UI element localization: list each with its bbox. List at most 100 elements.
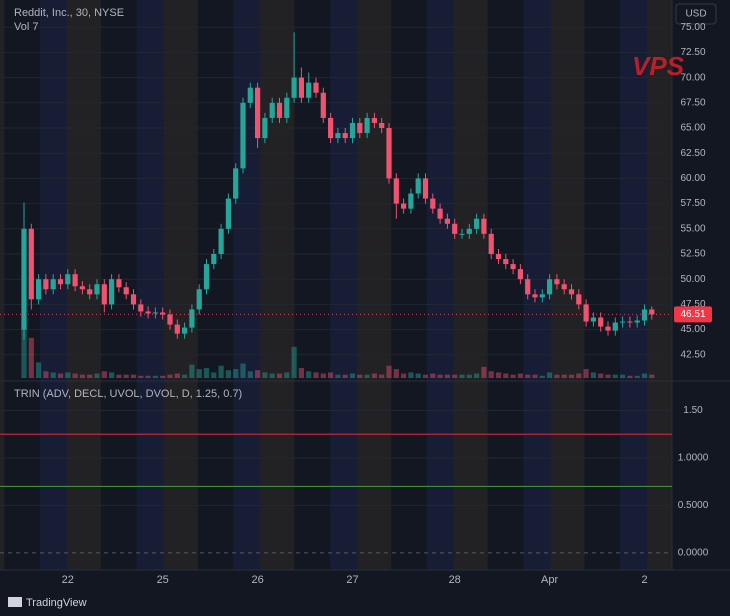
y-tick-label: 55.00	[680, 223, 705, 234]
currency-label[interactable]: USD	[685, 9, 706, 20]
y-tick-label: 0.5000	[678, 500, 709, 511]
plot-area	[0, 26, 672, 554]
volume-bar	[28, 337, 34, 378]
y-tick-label: 65.00	[680, 123, 705, 134]
x-tick-label: 25	[157, 574, 169, 586]
volume-bar	[408, 372, 414, 378]
volume-bar	[225, 370, 231, 378]
volume-bar	[517, 373, 523, 378]
volume-bar	[547, 372, 553, 378]
candle-body	[386, 128, 392, 179]
volume-bar	[620, 374, 626, 378]
y-tick-label: 67.50	[680, 97, 705, 108]
volume-bar	[116, 374, 122, 378]
candle-body	[554, 279, 560, 285]
x-tick-label: 26	[251, 574, 263, 586]
volume-bar	[495, 372, 502, 378]
volume-bar	[561, 374, 567, 378]
x-tick-label: 28	[449, 574, 461, 586]
volume-bar	[36, 362, 42, 378]
volume-bar	[94, 373, 100, 378]
candle-body	[517, 269, 523, 280]
volume-bar	[203, 367, 210, 378]
candle-body	[79, 286, 85, 290]
volume-bar	[415, 373, 421, 378]
candle-body	[561, 284, 567, 290]
candle-body	[503, 259, 509, 265]
volume-bar	[306, 371, 312, 378]
volume-bar	[554, 374, 560, 378]
candle-body	[145, 311, 151, 314]
y-tick-label: 57.50	[680, 198, 705, 209]
volume-bar	[590, 372, 596, 378]
candle-body	[444, 218, 450, 224]
candle-body	[50, 279, 56, 290]
candle-body	[138, 304, 144, 312]
last-price-label: 46.51	[680, 309, 705, 320]
volume-bar	[634, 375, 640, 378]
volume-bar	[364, 374, 370, 378]
volume-bar	[87, 374, 93, 378]
watermark: VPS	[632, 51, 685, 81]
candle-body	[211, 254, 217, 265]
volume-bar	[57, 373, 64, 378]
candle-body	[357, 122, 363, 134]
volume-bar	[255, 370, 261, 378]
volume-bar	[393, 369, 399, 378]
candle-body	[233, 168, 239, 199]
volume-bar	[138, 375, 144, 378]
candle-body	[65, 274, 71, 285]
volume-bar	[50, 372, 56, 378]
volume-bar	[291, 346, 297, 378]
candle-body	[123, 287, 129, 295]
volume-bar	[328, 372, 334, 378]
brand-logo	[8, 597, 22, 607]
y-tick-label: 52.50	[680, 249, 705, 260]
volume-bar	[481, 366, 487, 378]
volume-bar	[488, 371, 494, 378]
y-tick-label: 42.50	[680, 349, 705, 360]
candle-body	[291, 77, 297, 98]
last-price-badge	[674, 306, 712, 323]
candle-body	[335, 133, 341, 139]
candle-body	[547, 279, 553, 295]
x-tick-label: 27	[346, 574, 358, 586]
volume-bar	[386, 365, 392, 378]
volume-bar	[276, 373, 283, 378]
candle-body	[328, 117, 334, 139]
volume-bar	[401, 373, 407, 378]
volume-bar	[583, 369, 589, 378]
candle-body	[130, 294, 137, 305]
candle-body	[466, 228, 472, 234]
candle-body	[306, 82, 312, 98]
candle-body	[364, 117, 370, 134]
volume-bar	[379, 374, 385, 378]
currency-button[interactable]	[675, 3, 717, 25]
candle-body	[415, 178, 421, 194]
volume-bar	[247, 371, 253, 378]
candle-body	[182, 327, 188, 334]
y-tick-label: 62.50	[680, 148, 705, 159]
candle-body	[605, 326, 611, 331]
candle-body	[437, 208, 443, 219]
candle-body	[583, 304, 589, 322]
volume-bar	[627, 375, 633, 378]
volume-bar	[109, 372, 115, 378]
candle-body	[43, 279, 49, 290]
volume-bar	[123, 374, 129, 378]
volume-bar	[189, 364, 195, 378]
candle-body	[298, 77, 304, 98]
candle-body	[342, 133, 348, 139]
volume-bar	[510, 374, 516, 378]
candle-body	[247, 87, 253, 103]
x-tick-label: Apr	[541, 574, 558, 586]
indicator-title: TRIN (ADV, DECL, UVOL, DVOL, D, 1.25, 0.…	[14, 388, 242, 400]
volume-bar	[466, 374, 472, 378]
candle-body	[189, 309, 195, 328]
volume-bar	[152, 375, 158, 378]
volume-bar	[65, 372, 71, 378]
volume-bar	[437, 374, 443, 378]
volume-bar	[539, 375, 545, 378]
candle-body	[28, 228, 34, 300]
candle-body	[101, 284, 107, 305]
